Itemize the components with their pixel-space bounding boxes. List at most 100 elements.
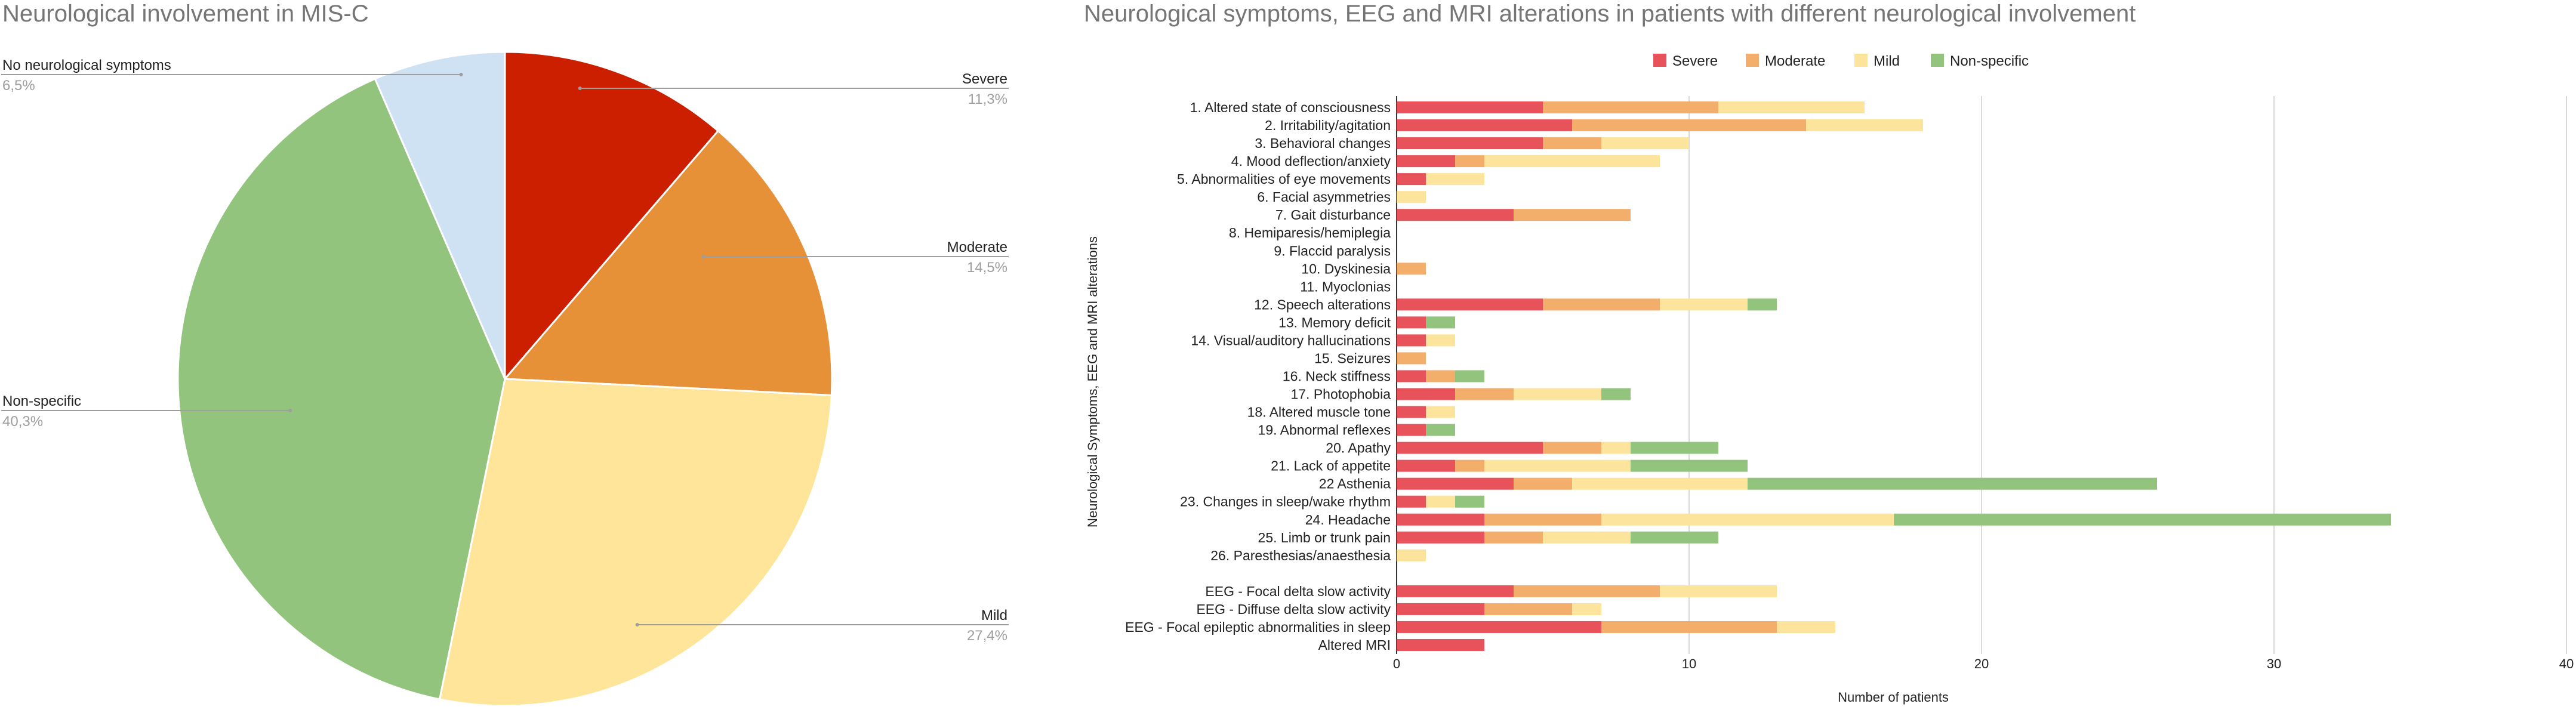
category-label: 10. Dyskinesia [1301,261,1391,276]
bar-segment-non-specific [1455,495,1484,508]
bar-segment-mild [1572,477,1748,490]
bar-segment-non-specific [1455,370,1484,382]
category-label: 21. Lack of appetite [1271,458,1391,474]
category-label: 7. Gait disturbance [1275,207,1391,223]
pie-leader-dot-severe [578,87,582,90]
pie-slice-no-neurological-symptoms [374,51,506,379]
bar-segment-severe [1397,137,1543,150]
bar-segment-mild [1601,513,1894,526]
bar-chart: Neurological symptoms, EEG and MRI alter… [1084,1,2574,705]
bar-segment-mild [1660,585,1777,597]
category-label: Altered MRI [1318,637,1391,653]
bar-segment-severe [1397,531,1484,544]
legend-label-mild: Mild [1874,53,1900,69]
bar-segment-severe [1397,209,1514,221]
bar-segment-severe [1397,101,1543,114]
x-tick-label-0: 0 [1393,656,1400,671]
category-label: 16. Neck stiffness [1283,369,1391,384]
legend-label-severe: Severe [1672,53,1718,69]
bar-x-axis-title: Number of patients [1838,690,1949,705]
pie-labels: Severe 11,3% Moderate 14,5% Mild 27,4% Non-spe… [1,57,1009,644]
pie-slice-severe [504,51,720,382]
category-label: 4. Mood deflection/anxiety [1231,153,1391,169]
bar-segment-moderate [1514,209,1631,221]
pie-percent-moderate: 14,5% [967,260,1007,276]
legend-swatch-severe [1653,54,1666,67]
bar-segment-moderate [1514,585,1660,597]
bar-segment-mild [1777,621,1835,633]
category-label: 9. Flaccid paralysis [1274,243,1391,258]
bar-segment-severe [1397,424,1426,436]
pie-chart: Neurological involvement in MIS-C Severe… [1,1,1009,707]
bar-segment-non-specific [1631,459,1748,472]
pie-label-no-neurological-symptoms: No neurological symptoms [2,57,171,73]
category-label: 23. Changes in sleep/wake rhythm [1180,494,1391,510]
pie-chart-title: Neurological involvement in MIS-C [2,1,369,27]
bar-category-labels: 1. Altered state of consciousness 2. Irri… [1125,100,1391,653]
bar-segment-severe [1397,370,1426,382]
bar-segment-mild [1543,531,1631,544]
bar-segment-moderate [1455,388,1514,400]
pie-percent-mild: 27,4% [967,628,1007,644]
category-label: 25. Limb or trunk pain [1258,530,1391,545]
bar-segment-non-specific [1601,388,1631,400]
category-label: EEG - Focal delta slow activity [1205,584,1391,599]
legend-swatch-mild [1854,54,1868,67]
legend-label-non-specific: Non-specific [1950,53,2029,69]
pie-percent-no-neurological-symptoms: 6,5% [2,78,35,94]
bar-segment-moderate [1601,621,1777,633]
pie-label-moderate: Moderate [947,239,1007,255]
x-tick-label-10: 10 [1682,656,1696,671]
bar-segment-severe [1397,585,1514,597]
bar-segment-mild [1397,191,1426,203]
category-label: 6. Facial asymmetries [1257,189,1391,205]
bar-segment-moderate [1514,477,1572,490]
bar-segment-severe [1397,173,1426,186]
category-label: 18. Altered muscle tone [1247,405,1391,420]
category-label: 20. Apathy [1326,440,1391,456]
bar-segment-moderate [1484,603,1572,615]
bar-segment-severe [1397,155,1455,168]
bar-segment-moderate [1397,352,1426,365]
pie-leader-dot-non-specific [288,409,292,412]
bar-segment-mild [1426,495,1455,508]
category-label: EEG - Diffuse delta slow activity [1196,601,1391,617]
category-label: 19. Abnormal reflexes [1258,422,1391,438]
category-label: 22 Asthenia [1319,476,1391,492]
category-label: 2. Irritability/agitation [1265,118,1391,133]
pie-leader-dot-moderate [701,255,705,258]
bar-segment-moderate [1426,370,1455,382]
pie-label-mild: Mild [981,607,1007,624]
bar-segment-mild [1426,406,1455,418]
category-label: 5. Abnormalities of eye movements [1177,171,1391,187]
bar-segment-severe [1397,477,1514,490]
bar-segment-severe [1397,334,1426,347]
pie-leader-dot-no-neurological-symptoms [459,73,463,76]
bar-segment-mild [1601,442,1631,454]
bar-segment-mild [1426,334,1455,347]
bar-segment-non-specific [1631,531,1718,544]
pie-slice-moderate [503,129,833,397]
bar-segment-mild [1484,459,1631,472]
pie-label-non-specific: Non-specific [2,393,81,409]
bar-segment-moderate [1572,119,1806,132]
bar-segment-moderate [1543,137,1601,150]
bar-segment-severe [1397,442,1543,454]
category-label: 17. Photophobia [1290,387,1391,402]
legend-swatch-moderate [1746,54,1759,67]
pie-slice-mild [438,378,833,707]
bar-legend: Severe Moderate Mild Non-specific [1653,53,2029,69]
pie-label-severe: Severe [962,71,1007,87]
category-label: 3. Behavioral changes [1255,135,1391,151]
bar-gridlines [1396,96,2567,654]
bar-segment-severe [1397,388,1455,400]
bar-segment-non-specific [1426,316,1455,329]
pie-leader-dot-mild [635,623,639,626]
bar-segment-non-specific [1748,298,1777,311]
bar-segment-severe [1397,638,1484,651]
bar-segment-severe [1397,316,1426,329]
bar-segment-severe [1397,459,1455,472]
bar-y-axis-title: Neurological Symptoms, EEG and MRI alter… [1085,236,1100,527]
